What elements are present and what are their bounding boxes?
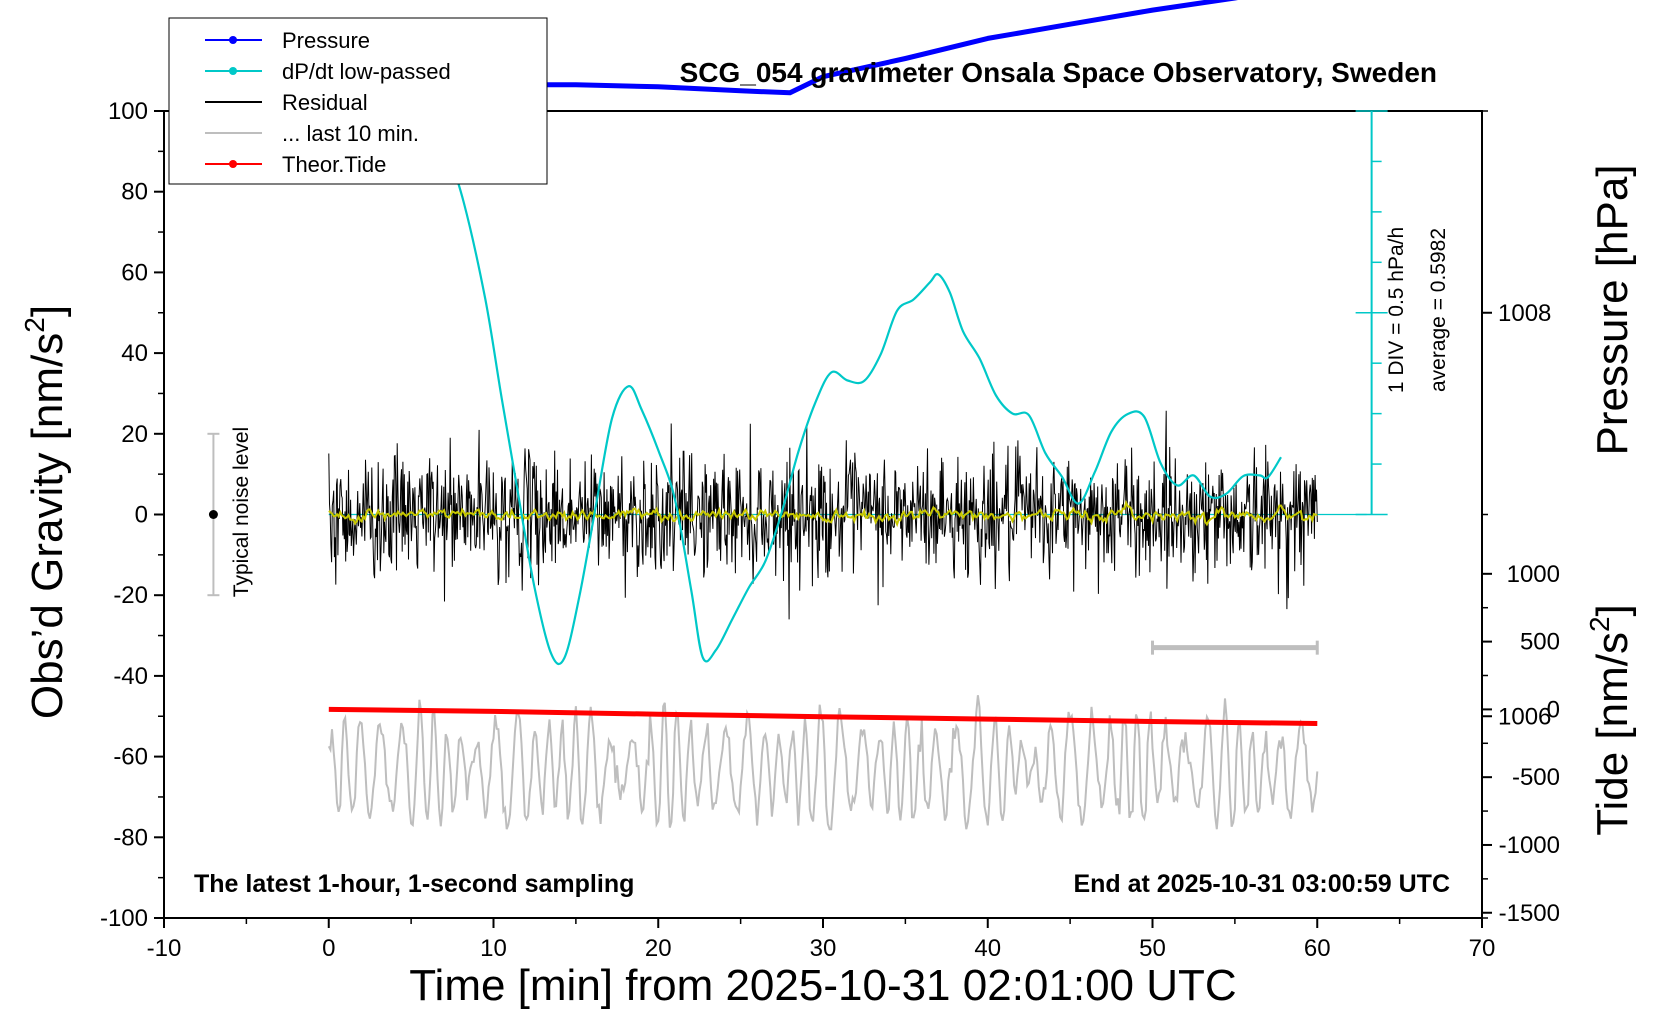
- x-tick-label: 50: [1139, 935, 1166, 962]
- tide-tick-label: 1000: [1507, 561, 1560, 588]
- x-tick-label: 60: [1304, 935, 1331, 962]
- pressure-tick-label: 1008: [1498, 300, 1551, 327]
- tide-tick-label: 0: [1547, 696, 1560, 723]
- y-axis-title-tide-main: Tide [nm/s: [1588, 632, 1637, 836]
- x-tick-label: 70: [1469, 935, 1496, 962]
- series-last10-overlay: [327, 695, 1319, 831]
- y-tick-label: -20: [113, 582, 148, 609]
- legend-label: Residual: [282, 90, 368, 115]
- legend-label: Pressure: [282, 28, 370, 53]
- legend-marker: [229, 160, 237, 168]
- noise-center-dot: [208, 510, 218, 519]
- pressure-tick-label: 1006: [1498, 703, 1551, 730]
- y-axis-title-tide-sup: 2: [1584, 616, 1615, 632]
- y-tick-label: 60: [121, 259, 148, 286]
- x-tick-label: 10: [480, 935, 507, 962]
- legend-label: dP/dt low-passed: [282, 59, 451, 84]
- legend-label: ... last 10 min.: [282, 121, 419, 146]
- y-axis-ticks: -100 -80 -60 -40 -20 0 20 40 60 80 100: [100, 98, 164, 932]
- annotation-average: average = 0.5982: [1427, 228, 1450, 392]
- y-axis-title-left-main: Obs’d Gravity [nm/s: [23, 333, 72, 719]
- y-tick-label: 80: [121, 179, 148, 206]
- y-axis-title-pressure: Pressure [hPa]: [1588, 164, 1637, 455]
- tide-tick-label: -1500: [1499, 900, 1560, 927]
- x-tick-label: 30: [810, 935, 837, 962]
- x-axis-title: Time [min] from 2025-10-31 02:01:00 UTC: [409, 961, 1236, 1010]
- legend-marker: [229, 36, 237, 44]
- annotation-bottom-right: End at 2025-10-31 03:00:59 UTC: [1073, 870, 1450, 898]
- series-layer: [327, 0, 1388, 831]
- y-tick-label: -60: [113, 744, 148, 771]
- x-tick-label: 20: [645, 935, 672, 962]
- x-tick-label: 40: [974, 935, 1001, 962]
- x-tick-label: -10: [147, 935, 182, 962]
- annotation-div: 1 DIV = 0.5 hPa/h: [1385, 227, 1408, 393]
- x-tick-label: 0: [322, 935, 335, 962]
- y-axis-title-left-sup: 2: [19, 317, 50, 333]
- tide-axis-ticks: -1500 -1000 -500 0 500 1000: [1482, 561, 1560, 927]
- tide-tick-label: -1000: [1499, 832, 1560, 859]
- y-tick-label: -100: [100, 905, 148, 932]
- y-tick-label: 20: [121, 421, 148, 448]
- y-axis-title-tide-end: ]: [1588, 604, 1637, 616]
- annotation-bottom-left: The latest 1-hour, 1-second sampling: [194, 870, 634, 898]
- legend: Pressure dP/dt low-passed Residual ... last…: [168, 17, 548, 185]
- tide-tick-label: 500: [1520, 629, 1560, 656]
- chart-title: SCG_054 gravimeter Onsala Space Observat…: [680, 57, 1437, 88]
- noise-level-indicator: [207, 432, 220, 597]
- series-tide: [328, 706, 1318, 726]
- y-tick-label: 100: [108, 98, 148, 125]
- legend-label: Theor.Tide: [282, 152, 386, 177]
- y-tick-label: -40: [113, 663, 148, 690]
- y-tick-label: 40: [121, 340, 148, 367]
- y-tick-label: -80: [113, 824, 148, 851]
- series-residual-smoothed: [328, 499, 1318, 528]
- legend-marker: [229, 67, 237, 75]
- y-axis-title-tide: Tide [nm/s2]: [1584, 604, 1637, 836]
- pressure-axis-ticks: 100610081010: [1482, 110, 1551, 919]
- y-tick-label: 0: [135, 502, 148, 529]
- y-axis-title-left-end: ]: [23, 305, 72, 317]
- tide-tick-label: -500: [1512, 764, 1560, 791]
- noise-level-label: Typical noise level: [230, 427, 253, 597]
- x-axis-ticks: -10 0 10 20 30 40 50 60 70: [147, 918, 1496, 962]
- y-axis-title-left: Obs’d Gravity [nm/s2]: [19, 305, 72, 719]
- series-residual: [328, 410, 1318, 620]
- series-dpdt: [439, 128, 1282, 666]
